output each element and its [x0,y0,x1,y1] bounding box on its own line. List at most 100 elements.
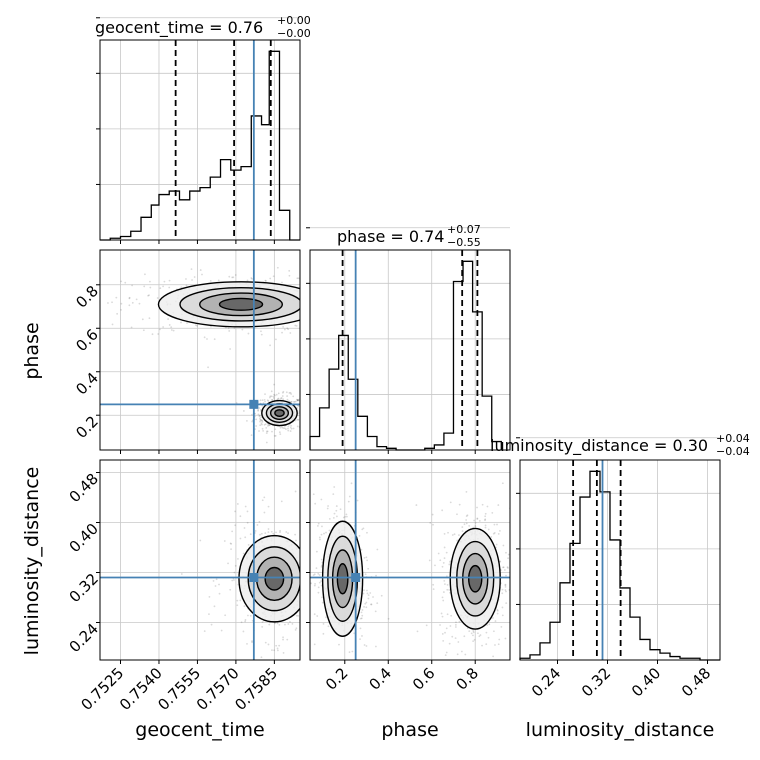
sample-point [242,630,245,633]
sample-point [244,505,247,508]
title-geocent: geocent_time = 0.76 +0.00 −0.00 [95,14,311,40]
sample-point [304,541,306,543]
sample-point [468,630,471,633]
sample-point [180,286,183,289]
sample-point [279,397,282,400]
sample-point [243,527,246,529]
sample-point [263,496,266,499]
sample-point [496,612,499,615]
sample-point [247,614,249,617]
sample-point [168,286,171,289]
density-layer [310,482,510,669]
sample-point [317,572,320,575]
sample-point [444,654,447,657]
sample-point [313,613,316,616]
sample-point [314,502,317,505]
sample-point [227,562,229,565]
sample-point [295,324,298,327]
sample-point [271,399,274,401]
sample-point [279,529,282,532]
sample-point [295,398,298,401]
sample-point [275,644,278,647]
sample-point [429,521,432,524]
sample-point [302,321,304,323]
density-layer [107,266,306,444]
sample-point [247,332,250,335]
sample-point [304,397,306,399]
sample-point [365,601,368,604]
sample-point [290,427,293,430]
sample-point [286,638,289,641]
title-phase-minus: −0.55 [447,236,481,249]
sample-point [213,605,216,608]
sample-point [281,395,284,397]
sample-point [277,649,279,652]
sample-point [267,531,270,534]
sample-point [296,277,299,280]
sample-point [227,327,230,330]
sample-point [476,506,478,509]
sample-point [276,622,279,625]
sample-point [304,405,306,407]
sample-point [279,433,282,436]
sample-point [300,405,302,407]
sample-point [213,338,216,341]
sample-point [477,632,479,635]
sample-point [180,321,182,324]
sample-point [366,589,368,592]
sample-point [307,614,309,616]
sample-point [273,649,276,652]
tick-label-x: 0.4 [365,664,395,694]
sample-point [297,399,299,402]
sample-point [500,625,503,628]
sample-point [361,635,363,637]
panel-frame [99,459,301,661]
sample-point [242,666,244,668]
sample-point [387,617,390,620]
sample-point [492,532,495,535]
sample-point [229,542,232,545]
sample-point [275,338,277,341]
sample-point [501,614,504,617]
sample-point [260,330,262,333]
sample-point [332,493,335,496]
sample-point [439,559,442,562]
sample-point [234,524,237,527]
sample-point [316,615,319,617]
sample-point [322,632,325,635]
sample-point [149,286,152,289]
sample-point [282,398,285,401]
sample-point [128,304,131,307]
sample-point [251,413,253,416]
sample-point [291,622,294,625]
sample-point [135,298,138,301]
sample-point [484,512,487,515]
sample-point [449,501,452,504]
contour-line [467,564,483,593]
sample-point [156,297,159,299]
sample-point [434,564,436,567]
sample-point [290,424,293,427]
sample-point [448,661,450,663]
sample-point [207,366,209,369]
sample-point [503,569,506,571]
sample-point [233,579,235,581]
sample-point [440,612,443,615]
tick-label-y: 0.4 [72,369,102,399]
sample-point [297,277,300,280]
sample-point [297,404,300,407]
sample-point [162,326,165,328]
sample-point [289,332,292,334]
sample-point [282,325,285,328]
sample-point [111,323,114,326]
tick-label-y: 0.40 [66,520,102,556]
sample-point [304,563,306,565]
sample-point [256,524,259,526]
sample-point [501,482,504,485]
sample-point [328,517,331,520]
sample-point [312,493,315,496]
sample-point [239,537,242,540]
sample-point [301,416,303,418]
sample-point [479,667,481,669]
